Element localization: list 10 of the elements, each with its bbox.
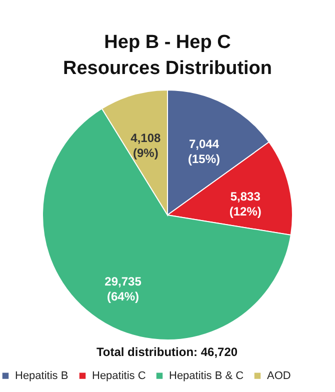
- data-label: 4,108 (9%): [130, 131, 162, 160]
- chart-title: Hep B - Hep C Resources Distribution: [62, 32, 272, 79]
- text: Total distribution: 46,720: [96, 345, 238, 359]
- data-label: 5,833 (12%): [229, 190, 262, 219]
- data-label: 29,735 (64%): [104, 274, 142, 304]
- data-label: 7,044 (15%): [188, 136, 220, 166]
- legend-label: Hepatitis B: [15, 370, 68, 382]
- legend-label: AOD: [267, 370, 291, 382]
- legend-label: Hepatitis B & C: [169, 370, 244, 382]
- legend-label: Hepatitis C: [92, 370, 146, 382]
